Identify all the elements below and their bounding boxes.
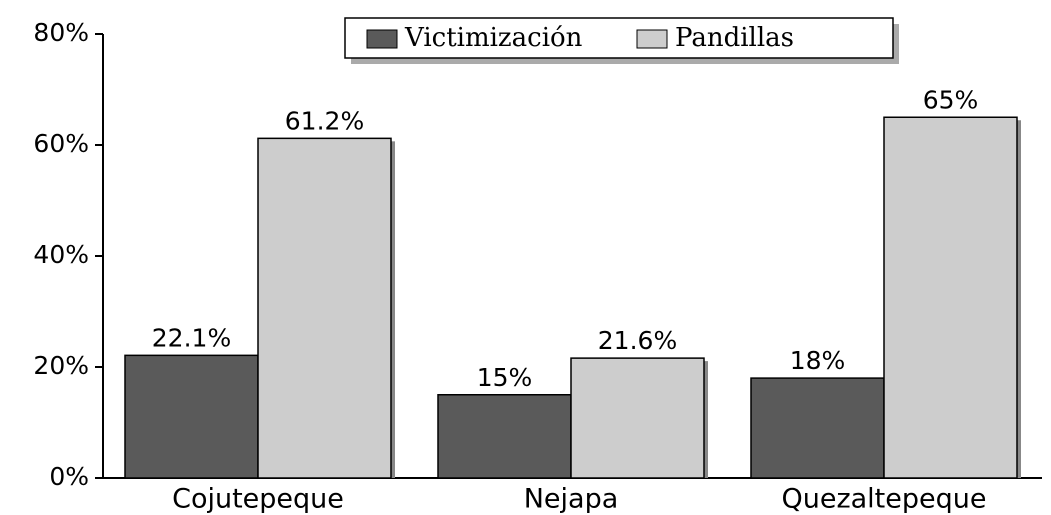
x-tick-label: Cojutepeque: [172, 484, 344, 515]
y-tick-label: 0%: [49, 462, 89, 491]
value-label: 61.2%: [285, 106, 364, 135]
x-tick-label: Nejapa: [524, 484, 619, 515]
y-tick-label: 20%: [33, 351, 89, 380]
value-label: 18%: [790, 346, 846, 375]
value-label: 15%: [477, 363, 533, 392]
legend: [344, 17, 894, 59]
bar: [570, 357, 705, 479]
bar: [437, 394, 572, 479]
legend-label: Pandillas: [675, 23, 794, 53]
y-tick-label: 60%: [33, 129, 89, 158]
y-tick-label: 80%: [33, 18, 89, 47]
legend-label: Victimización: [404, 23, 583, 53]
y-tick-label: 40%: [33, 240, 89, 269]
value-label: 21.6%: [598, 326, 677, 355]
x-tick-label: Quezaltepeque: [781, 484, 986, 515]
legend-swatch: [636, 29, 668, 49]
bar: [883, 116, 1018, 479]
bar: [124, 354, 259, 479]
bar: [257, 137, 392, 479]
bar: [750, 377, 885, 479]
legend-swatch: [366, 29, 398, 49]
value-label: 22.1%: [152, 323, 231, 352]
value-label: 65%: [923, 85, 979, 114]
